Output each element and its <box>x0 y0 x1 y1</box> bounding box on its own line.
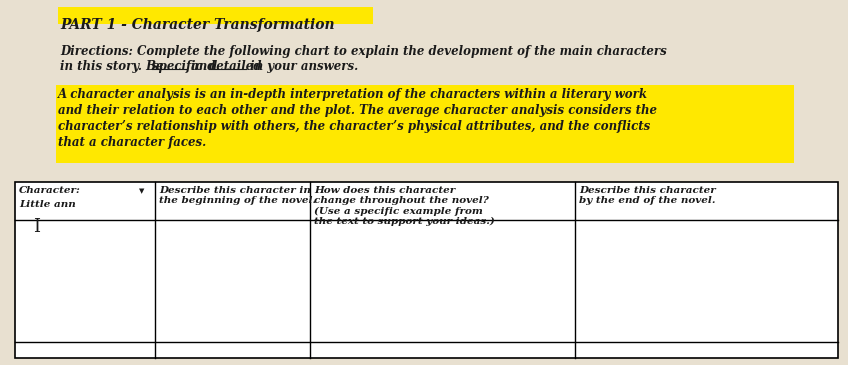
Text: and their relation to each other and the plot. The average character analysis co: and their relation to each other and the… <box>58 104 657 117</box>
Text: Directions: Complete the following chart to explain the development of the main : Directions: Complete the following chart… <box>60 45 667 58</box>
Text: I: I <box>34 218 41 236</box>
Text: detailed: detailed <box>209 60 263 73</box>
Text: Character:: Character: <box>19 186 81 195</box>
Text: in this story. Be: in this story. Be <box>60 60 168 73</box>
Text: and: and <box>187 60 220 73</box>
Text: A character analysis is an in-depth interpretation of the characters within a li: A character analysis is an in-depth inte… <box>58 88 648 101</box>
FancyBboxPatch shape <box>15 182 838 358</box>
Text: that a character faces.: that a character faces. <box>58 136 206 149</box>
FancyBboxPatch shape <box>58 7 373 24</box>
Text: ▼: ▼ <box>139 188 144 194</box>
Text: specific: specific <box>152 60 203 73</box>
Text: How does this character
change throughout the novel?
(Use a specific example fro: How does this character change throughou… <box>314 186 494 227</box>
Text: Describe this character in
the beginning of the novel.: Describe this character in the beginning… <box>159 186 316 205</box>
Text: PART 1 - Character Transformation: PART 1 - Character Transformation <box>60 18 335 32</box>
Text: character’s relationship with others, the character’s physical attributes, and t: character’s relationship with others, th… <box>58 120 650 133</box>
FancyBboxPatch shape <box>56 85 794 163</box>
Text: in your answers.: in your answers. <box>246 60 358 73</box>
Text: Describe this character
by the end of the novel.: Describe this character by the end of th… <box>579 186 716 205</box>
Text: Little ann: Little ann <box>19 200 75 209</box>
